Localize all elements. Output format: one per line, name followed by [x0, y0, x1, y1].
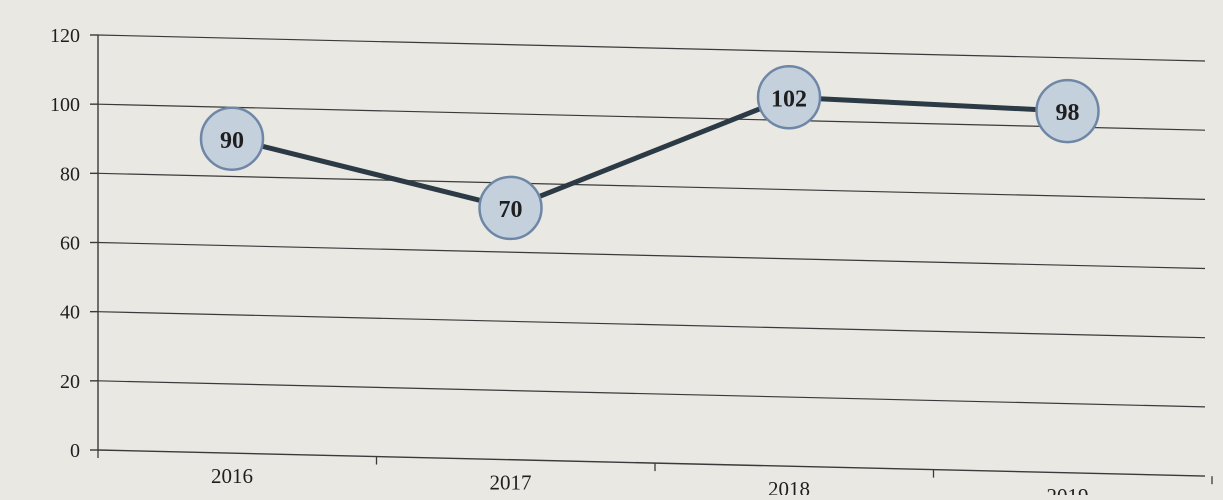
axes — [90, 34, 1213, 485]
x-tick-label: 2018 — [768, 477, 810, 495]
data-point-marker — [1035, 78, 1100, 144]
x-tick-label: 2017 — [490, 471, 532, 495]
y-tick-label: 80 — [60, 163, 80, 185]
y-axis-tick-labels: 0 20 40 60 80 100 120 — [50, 25, 80, 462]
x-axis-tick-labels: 2016 2017 2018 2019 — [211, 464, 1089, 500]
y-tick-label: 120 — [50, 25, 80, 47]
data-point-marker — [478, 175, 543, 241]
x-tick-label: 2016 — [211, 464, 253, 488]
data-point-marker — [756, 65, 822, 130]
y-tick-label: 100 — [50, 94, 80, 116]
x-tick-label: 2019 — [1047, 484, 1089, 495]
gridline — [97, 34, 1206, 62]
data-label: 102 — [771, 86, 807, 112]
y-tick-label: 40 — [60, 302, 80, 324]
gridline — [97, 311, 1206, 339]
x-axis-line — [97, 449, 1206, 477]
data-label: 90 — [220, 128, 244, 154]
series-line-path — [229, 94, 1070, 211]
gridline — [97, 380, 1206, 408]
series-line — [229, 94, 1070, 211]
data-markers: 90 70 102 98 — [199, 65, 1100, 241]
y-tick-label: 60 — [60, 233, 80, 255]
data-label: 98 — [1056, 100, 1080, 126]
y-tick-label: 0 — [70, 440, 80, 462]
gridline — [97, 172, 1206, 200]
gridline — [97, 103, 1206, 131]
gridlines — [97, 34, 1206, 408]
data-label: 70 — [499, 197, 523, 223]
y-tick-label: 20 — [60, 371, 80, 393]
data-point-marker — [199, 106, 265, 171]
gridline — [97, 241, 1206, 270]
